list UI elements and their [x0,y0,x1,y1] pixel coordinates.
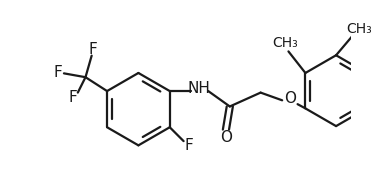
Text: F: F [89,42,98,57]
Text: CH₃: CH₃ [273,36,298,50]
Text: O: O [220,130,232,145]
Text: F: F [54,65,62,80]
Text: F: F [185,138,194,153]
Text: F: F [68,91,77,105]
Text: O: O [284,91,296,106]
Text: CH₃: CH₃ [346,22,372,36]
Text: NH: NH [188,81,210,96]
